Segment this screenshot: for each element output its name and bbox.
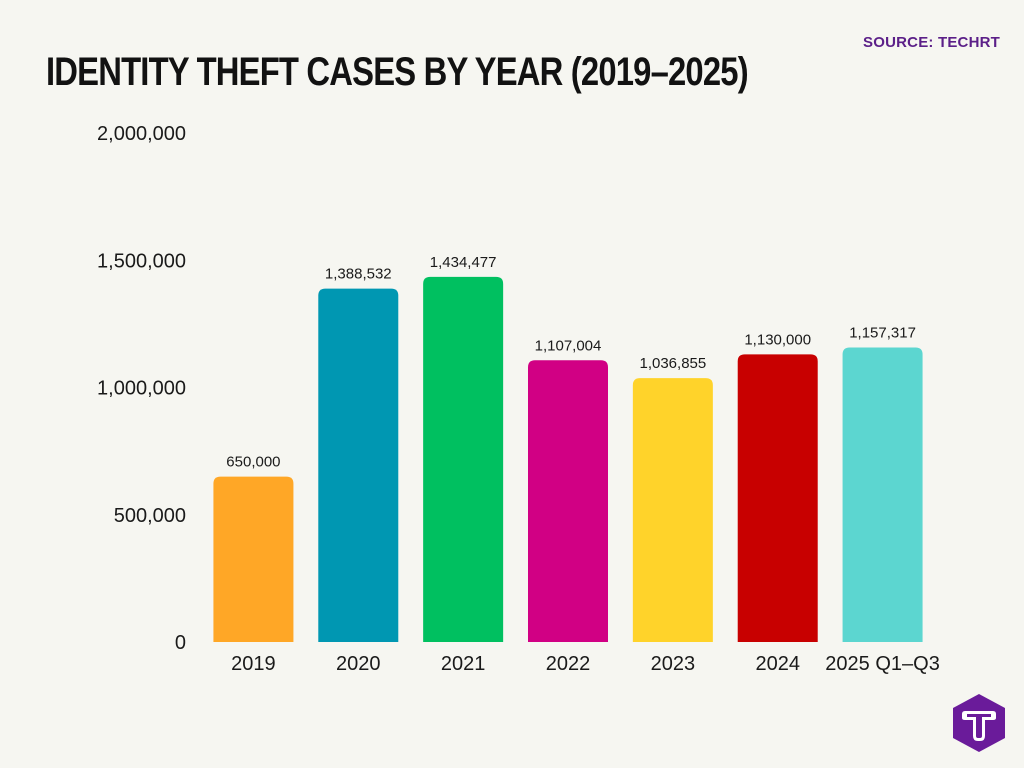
- y-tick-label: 2,000,000: [97, 123, 186, 145]
- y-tick-label: 1,000,000: [97, 378, 186, 400]
- x-category-label: 2025 Q1–Q3: [825, 653, 940, 675]
- x-category-label: 2020: [336, 653, 381, 675]
- y-tick-label: 500,000: [114, 505, 186, 527]
- bar-2021: [423, 276, 504, 642]
- bar-2022: [528, 360, 608, 642]
- data-labels-group: 650,000 1,388,532 1,434,477 1,107,004 1,036,…: [226, 254, 916, 471]
- bar-data-label: 1,157,317: [849, 324, 916, 341]
- x-category-label: 2019: [231, 653, 276, 675]
- bar-2023: [632, 378, 713, 642]
- techrt-logo-icon: [953, 694, 1005, 752]
- bar-data-label: 1,388,532: [325, 266, 392, 283]
- bar-data-label: 650,000: [226, 454, 280, 471]
- y-axis: 0 500,000 1,000,000 1,500,000 2,000,000: [97, 123, 186, 654]
- x-category-label: 2021: [441, 653, 486, 675]
- bar-2019: [213, 476, 294, 642]
- bar-data-label: 1,130,000: [744, 331, 811, 348]
- bar-data-label: 1,434,477: [430, 254, 497, 271]
- x-category-label: 2022: [546, 653, 591, 675]
- logo-letter-cut: [967, 714, 991, 738]
- bars-group: [213, 276, 923, 642]
- bar-2025-q1-q3: [842, 347, 923, 642]
- x-category-label: 2023: [651, 653, 696, 675]
- chart-title: IDENTITY THEFT CASES BY YEAR (2019–2025): [46, 50, 749, 94]
- bar-2024: [737, 354, 818, 642]
- bar-data-label: 1,036,855: [639, 355, 706, 372]
- bar-data-label: 1,107,004: [535, 337, 602, 354]
- y-tick-label: 0: [175, 632, 186, 654]
- source-label: SOURCE: TECHRT: [863, 34, 1000, 51]
- x-axis: 2019 2020 2021 2022 2023 2024 2025 Q1–Q3: [231, 653, 940, 675]
- x-category-label: 2024: [755, 653, 800, 675]
- bar-2020: [318, 288, 399, 642]
- y-tick-label: 1,500,000: [97, 250, 186, 272]
